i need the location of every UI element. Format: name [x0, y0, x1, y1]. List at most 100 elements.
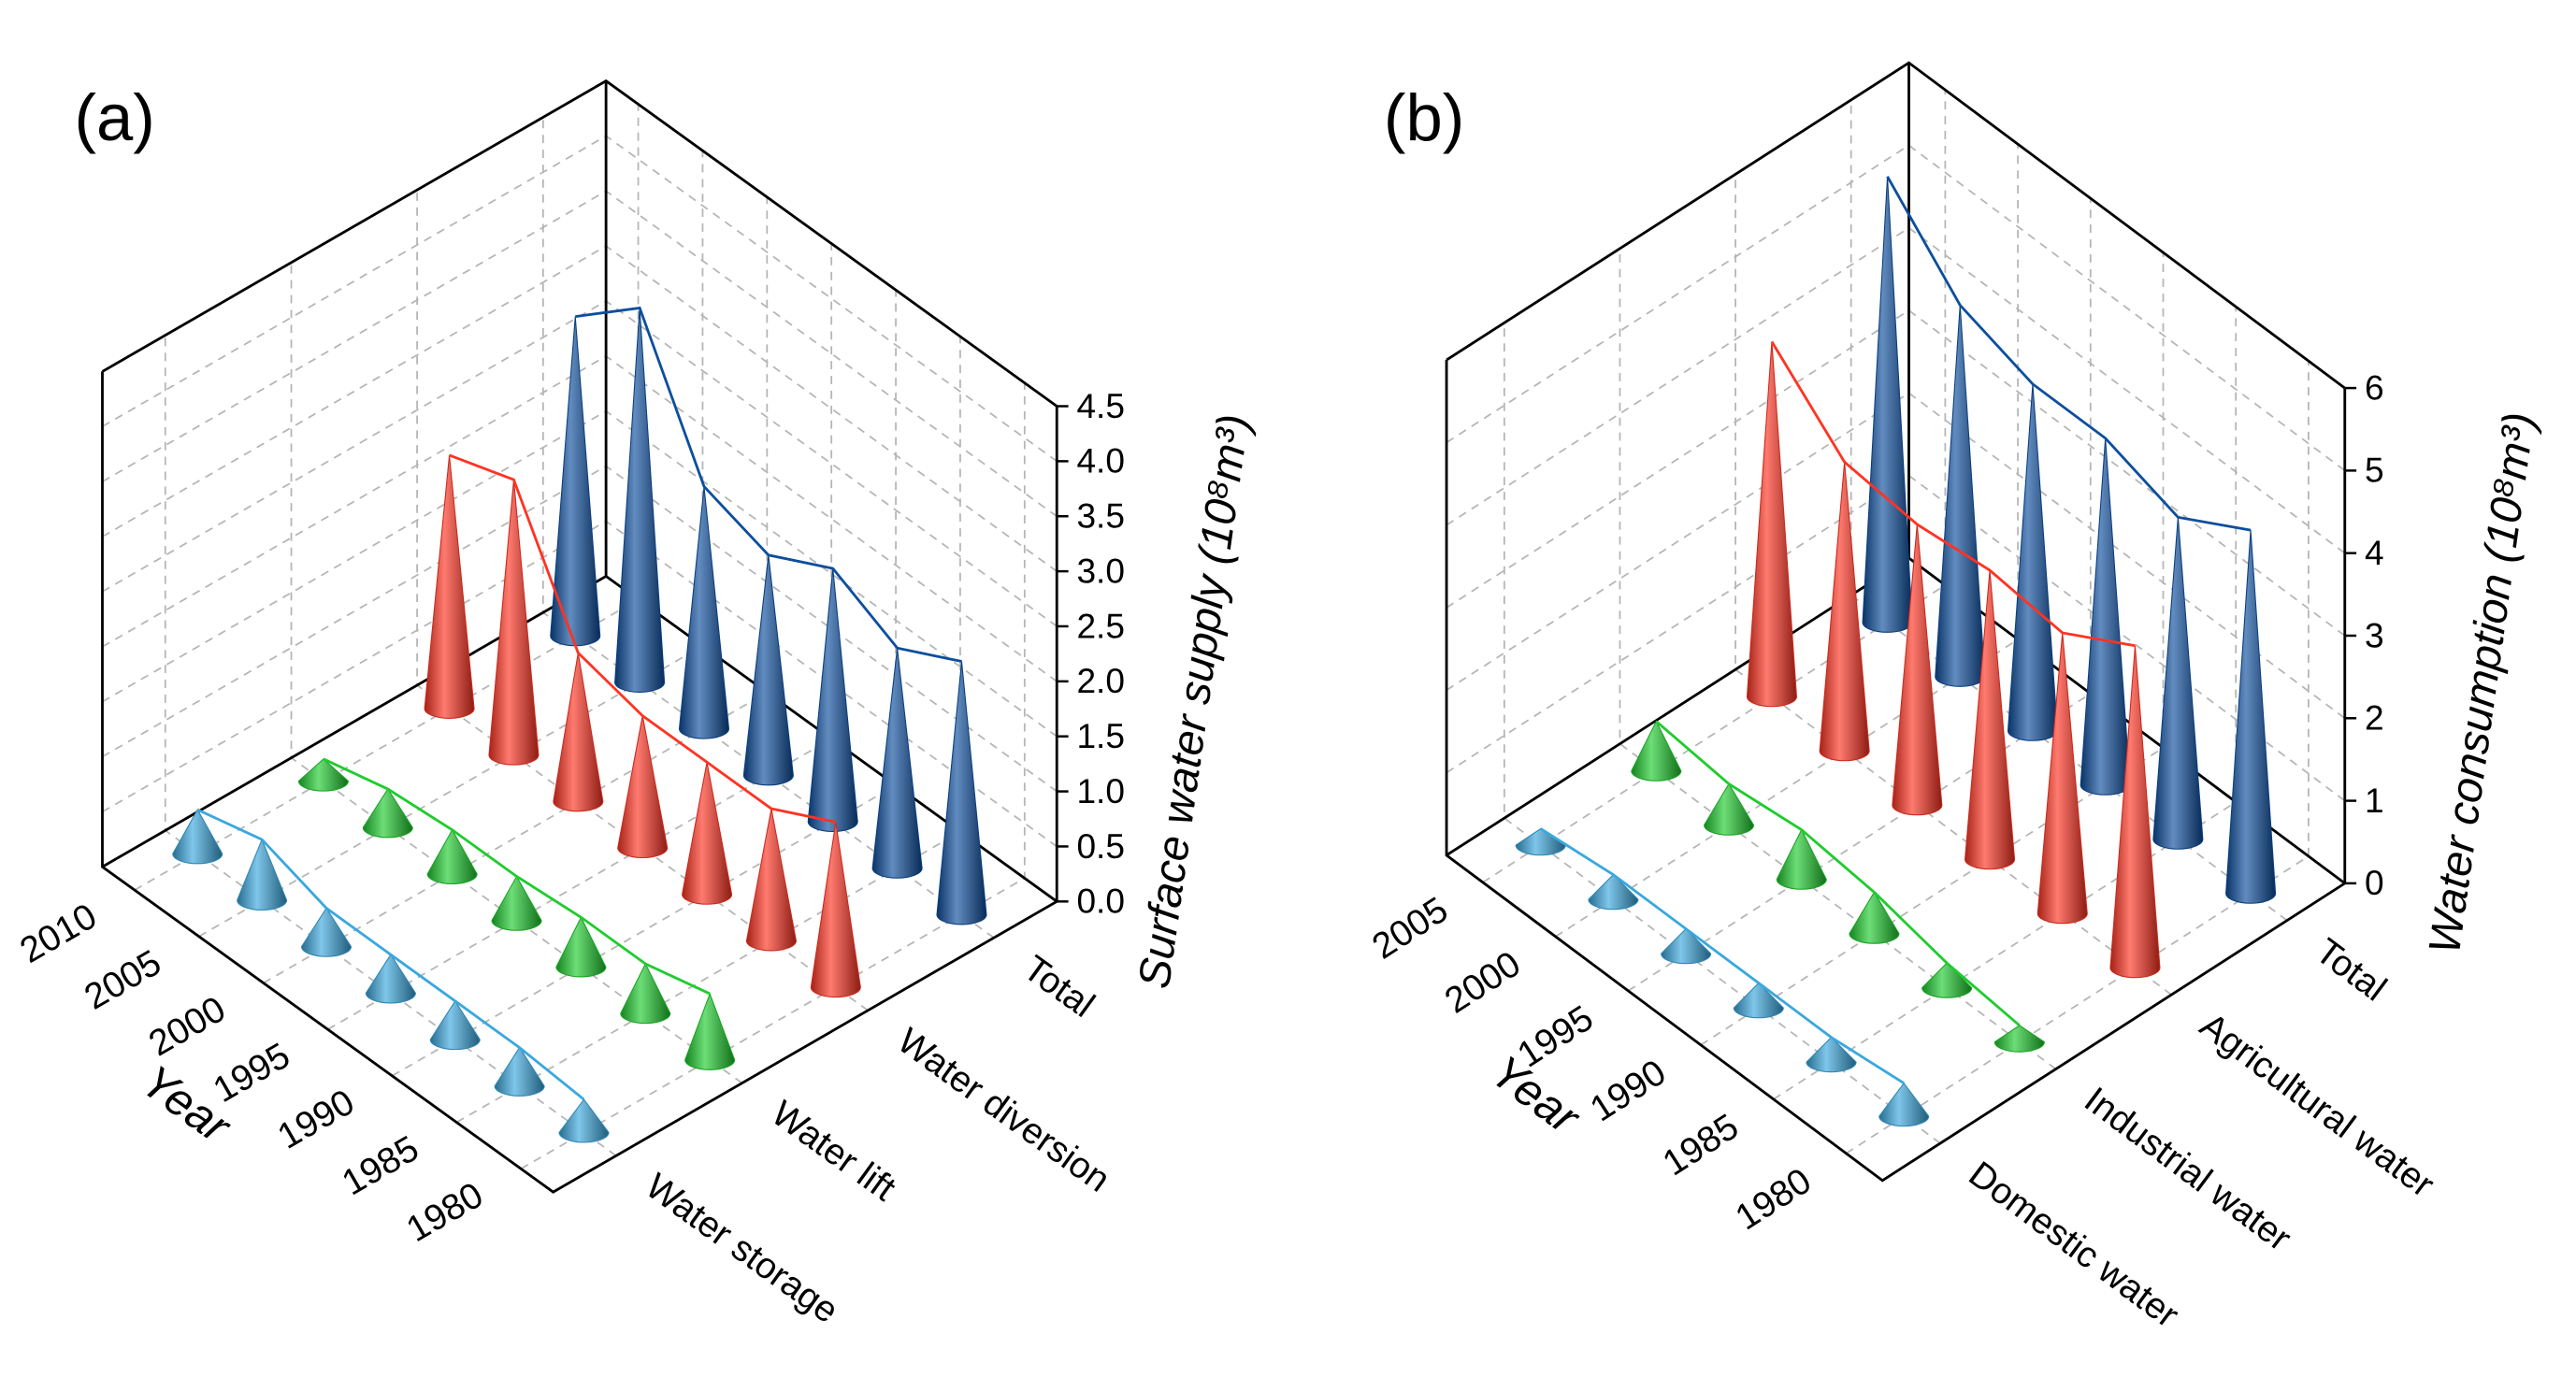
- grid-line: [1446, 392, 2346, 719]
- cone: [1935, 305, 1986, 687]
- z-tick-label: 4.0: [1076, 441, 1125, 481]
- cone: [684, 992, 736, 1070]
- z-tick-label: 2: [2365, 698, 2384, 738]
- series-label: Total: [2309, 931, 2394, 1010]
- z-tick-label: 2.5: [1076, 606, 1125, 645]
- grid-line: [1446, 226, 2346, 554]
- x-tick-label: 2005: [78, 942, 167, 1017]
- z-tick-label: 3: [2365, 615, 2384, 654]
- z-tick-label: 0.0: [1076, 882, 1125, 921]
- z-tick-label: 4: [2365, 533, 2384, 572]
- grid-line: [1503, 323, 1941, 1144]
- cone: [810, 822, 861, 998]
- cone: [555, 916, 607, 978]
- cone: [494, 1046, 545, 1097]
- cone: [1588, 873, 1639, 911]
- grid-line: [1845, 361, 2310, 1155]
- x-tick-label: 2000: [142, 989, 232, 1064]
- z-axis-title: Surface water supply (10⁸m³): [1130, 411, 1259, 992]
- x-tick-label: 1990: [1583, 1053, 1673, 1130]
- x-tick-label: 2005: [1365, 890, 1455, 968]
- z-tick-label: 0.5: [1076, 826, 1125, 866]
- cone: [1964, 570, 2016, 870]
- grid-line: [1619, 248, 2057, 1070]
- cone: [2036, 632, 2088, 925]
- cone: [1806, 1036, 1857, 1073]
- panel: 0 1 2 3 4 5 6 Water consumption (10⁸m³) 19801985…: [1365, 61, 2545, 1336]
- cone: [871, 648, 923, 879]
- cone: [620, 962, 671, 1025]
- grid-line: [1555, 144, 2019, 938]
- z-tick-label: 3.0: [1076, 551, 1125, 590]
- cone: [678, 486, 730, 739]
- cone: [617, 715, 669, 859]
- x-tick-label: 2000: [1438, 944, 1528, 1022]
- series-line: [1539, 827, 1905, 1084]
- x-tick-label: 1985: [336, 1128, 425, 1203]
- cone: [1862, 176, 1913, 633]
- grid-line: [1446, 309, 2346, 637]
- grid-line: [1446, 474, 2346, 802]
- grid-line: [1700, 252, 2165, 1046]
- axis-line: [101, 79, 1058, 408]
- grid-line: [1773, 307, 2238, 1100]
- z-axis-title: Water consumption (10⁸m³): [2420, 409, 2545, 957]
- x-tick-label: 1990: [271, 1082, 361, 1156]
- grid-line: [102, 79, 1058, 408]
- cone: [807, 568, 858, 833]
- z-tick-label: 1.0: [1076, 771, 1125, 810]
- grid-line: [164, 335, 617, 1157]
- cone: [1704, 782, 1755, 836]
- cone: [1515, 827, 1566, 856]
- cone: [362, 788, 413, 839]
- cone: [426, 828, 478, 885]
- x-tick-label: 1980: [400, 1175, 490, 1250]
- cone: [1892, 524, 1943, 816]
- grid-line: [1482, 90, 1947, 883]
- z-tick-label: 6: [2365, 367, 2384, 407]
- series-line: [575, 306, 962, 663]
- x-tick-label: 2010: [13, 896, 103, 971]
- series-line: [1770, 340, 2136, 648]
- cone: [237, 838, 288, 911]
- z-tick-label: 0: [2365, 863, 2384, 902]
- series-line: [1655, 720, 2021, 1027]
- series-line: [449, 453, 837, 824]
- grid-line: [541, 117, 995, 939]
- series-label: Water diversion: [890, 1021, 1117, 1200]
- cone: [1631, 720, 1682, 782]
- cone: [300, 907, 353, 957]
- x-tick-label: 1980: [1729, 1161, 1819, 1239]
- series-line: [323, 757, 711, 996]
- cone: [1819, 462, 1870, 762]
- cone: [558, 1098, 610, 1143]
- z-tick-label: 5: [2365, 451, 2384, 490]
- grid-line: [1627, 198, 2092, 992]
- z-tick-label: 3.5: [1076, 496, 1125, 536]
- cone: [1661, 927, 1712, 965]
- cone: [553, 653, 604, 812]
- cone: [614, 308, 666, 693]
- cone: [2152, 517, 2204, 850]
- cone: [1776, 828, 1827, 890]
- cone: [1733, 982, 1784, 1019]
- series-label: Total: [1016, 948, 1102, 1026]
- cone: [424, 454, 475, 719]
- cone: [297, 758, 349, 792]
- panel-label: (b): [1384, 80, 1464, 154]
- cone: [488, 480, 540, 766]
- cone: [1993, 1025, 2045, 1053]
- cone: [2080, 437, 2131, 796]
- cone: [2007, 383, 2058, 741]
- cone: [1878, 1082, 1930, 1127]
- cone: [1921, 962, 1973, 998]
- series-label: Water storage: [639, 1166, 846, 1331]
- grid-line: [1734, 174, 2172, 996]
- cone: [429, 999, 481, 1051]
- series-label: Water lift: [764, 1094, 902, 1210]
- cone: [2109, 645, 2161, 979]
- cone: [1746, 341, 1797, 708]
- z-tick-label: 4.5: [1076, 386, 1125, 425]
